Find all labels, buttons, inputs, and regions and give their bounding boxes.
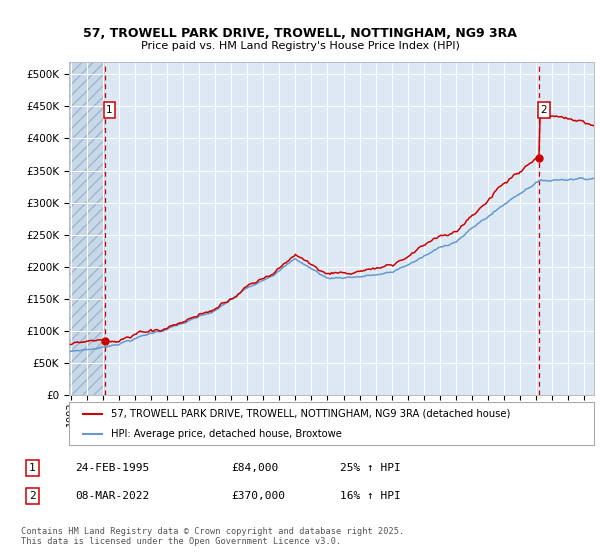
Text: 1: 1: [29, 463, 35, 473]
Text: 24-FEB-1995: 24-FEB-1995: [76, 463, 149, 473]
Text: 08-MAR-2022: 08-MAR-2022: [76, 491, 149, 501]
Bar: [69, 62, 104, 395]
Text: HPI: Average price, detached house, Broxtowe: HPI: Average price, detached house, Brox…: [111, 430, 342, 439]
Text: £84,000: £84,000: [231, 463, 278, 473]
Text: 2: 2: [29, 491, 35, 501]
Text: 1: 1: [106, 105, 113, 115]
Text: 57, TROWELL PARK DRIVE, TROWELL, NOTTINGHAM, NG9 3RA: 57, TROWELL PARK DRIVE, TROWELL, NOTTING…: [83, 27, 517, 40]
Text: Price paid vs. HM Land Registry's House Price Index (HPI): Price paid vs. HM Land Registry's House …: [140, 41, 460, 51]
Text: 57, TROWELL PARK DRIVE, TROWELL, NOTTINGHAM, NG9 3RA (detached house): 57, TROWELL PARK DRIVE, TROWELL, NOTTING…: [111, 409, 511, 419]
Text: £370,000: £370,000: [231, 491, 285, 501]
Text: 25% ↑ HPI: 25% ↑ HPI: [340, 463, 401, 473]
Text: Contains HM Land Registry data © Crown copyright and database right 2025.
This d: Contains HM Land Registry data © Crown c…: [21, 527, 404, 546]
Text: 16% ↑ HPI: 16% ↑ HPI: [340, 491, 401, 501]
Text: 2: 2: [541, 105, 547, 115]
